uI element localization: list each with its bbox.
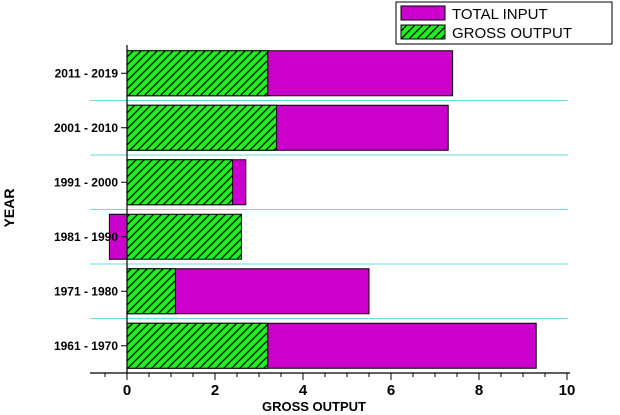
legend-swatch bbox=[400, 5, 446, 21]
x-tick-label: 0 bbox=[123, 382, 131, 399]
bar-gross-output-1991-2000 bbox=[126, 159, 234, 206]
y-tick-label: 2011 - 2019 bbox=[55, 66, 119, 80]
legend-label: GROSS OUTPUT bbox=[452, 25, 572, 42]
x-tick-label: 2 bbox=[211, 382, 219, 399]
legend: TOTAL INPUT GROSS OUTPUT bbox=[395, 1, 613, 45]
y-tick-label: 1991 - 2000 bbox=[54, 175, 118, 189]
y-axis-title: YEAR bbox=[1, 189, 17, 228]
x-tick-label: 4 bbox=[299, 382, 308, 399]
y-ticks: 1961 - 1970 1971 - 1980 1981 - 1990 1991 - … bbox=[54, 66, 127, 353]
y-tick-label: 1981 - 1990 bbox=[54, 230, 118, 244]
x-tick-label: 6 bbox=[387, 382, 395, 399]
x-ticks: 0 2 4 6 8 10 bbox=[104, 373, 576, 399]
x-tick-label: 8 bbox=[475, 382, 483, 399]
legend-swatch bbox=[400, 24, 446, 40]
bar-gross-output-2011-2019 bbox=[126, 50, 269, 97]
y-tick-label: 1961 - 1970 bbox=[54, 339, 118, 353]
y-tick-label: 2001 - 2010 bbox=[54, 121, 118, 135]
bar-gross-output-2001-2010 bbox=[126, 104, 278, 151]
legend-label: TOTAL INPUT bbox=[452, 6, 548, 23]
grid-lines bbox=[90, 100, 568, 319]
bar-gross-output-1971-1980 bbox=[126, 268, 176, 315]
axes bbox=[90, 45, 570, 374]
x-axis-title: GROSS OUTPUT bbox=[262, 399, 366, 414]
x-tick-label: 10 bbox=[559, 382, 576, 399]
bar-gross-output-1981-1990 bbox=[126, 213, 242, 260]
y-tick-label: 1971 - 1980 bbox=[54, 284, 118, 298]
bars bbox=[108, 50, 537, 369]
bar-gross-output-1961-1970 bbox=[126, 322, 269, 369]
